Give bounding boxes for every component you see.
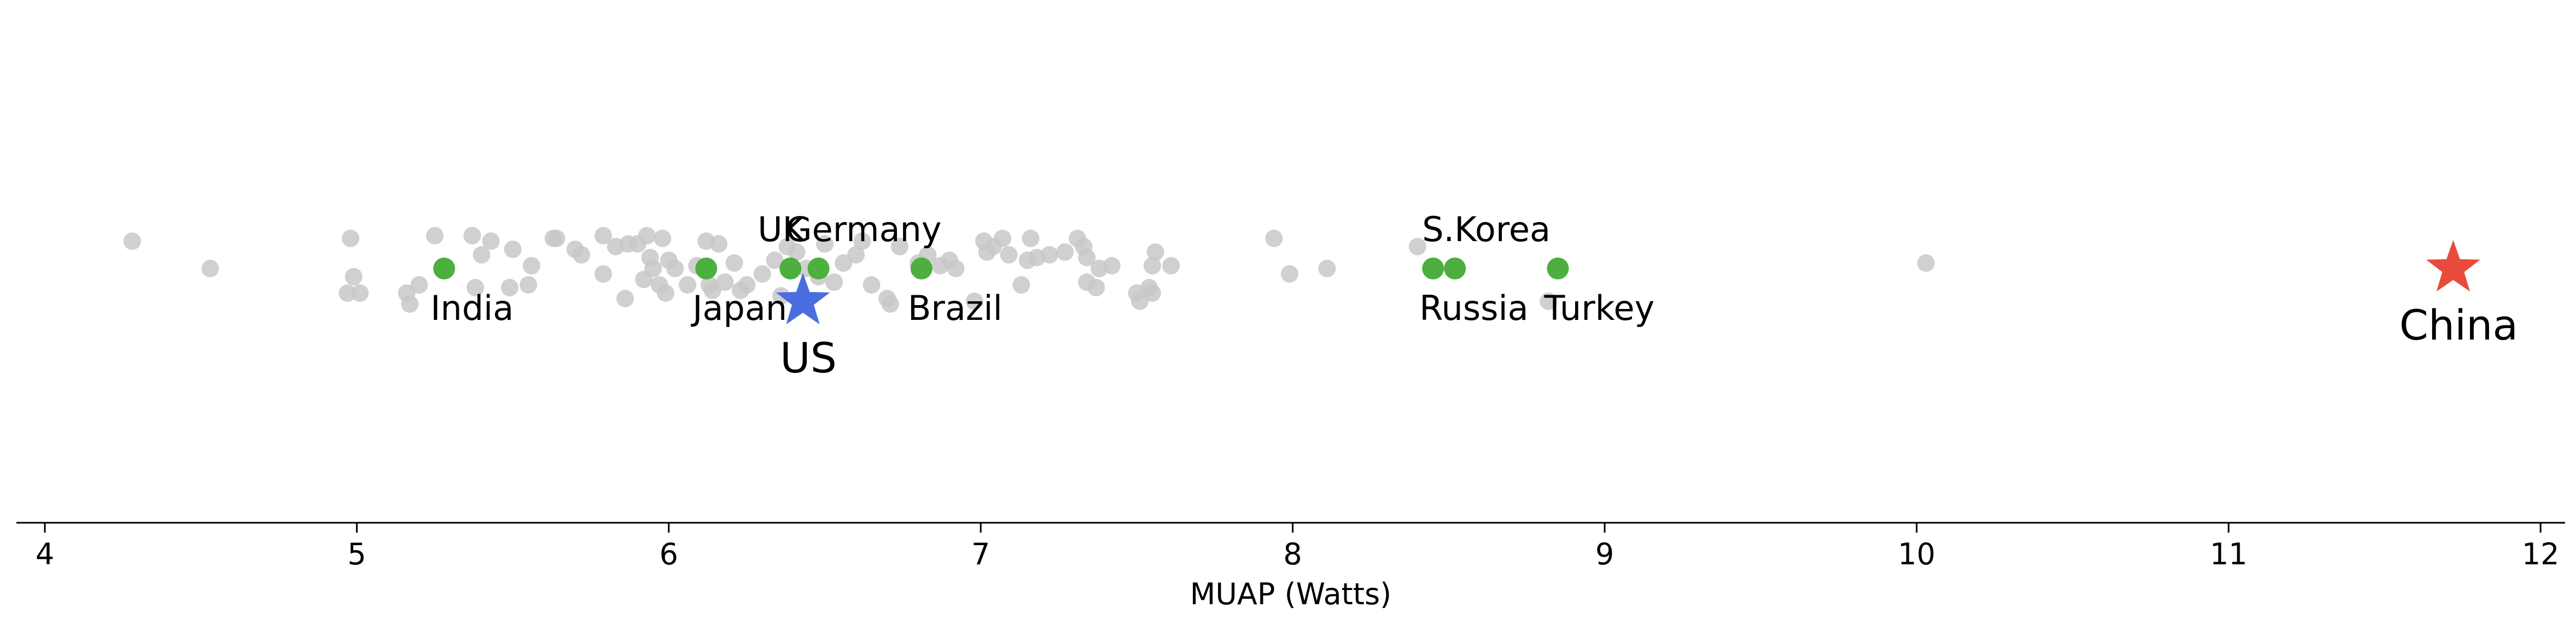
background-point	[351, 284, 369, 302]
star-label: US	[780, 334, 837, 382]
background-point	[1143, 284, 1161, 302]
country-label: S.Korea	[1422, 209, 1551, 249]
background-point	[1056, 243, 1074, 261]
background-point	[345, 268, 363, 285]
background-point	[616, 290, 634, 307]
x-axis-title: MUAP (Watts)	[1190, 577, 1391, 611]
background-point	[738, 276, 756, 294]
background-point	[1131, 293, 1149, 310]
background-point	[644, 260, 662, 277]
background-point	[947, 260, 965, 277]
country-label: India	[430, 288, 514, 328]
highlight-point	[807, 258, 830, 279]
background-point	[1000, 246, 1018, 264]
background-point	[994, 230, 1012, 247]
highlight-point	[433, 258, 456, 279]
background-point	[410, 276, 428, 294]
background-point	[201, 260, 219, 277]
star-marker	[776, 273, 830, 325]
background-point	[657, 284, 675, 302]
background-point	[847, 246, 865, 264]
x-tick-label: 9	[1595, 537, 1614, 571]
background-point	[1078, 249, 1096, 266]
background-point	[965, 293, 983, 310]
background-point	[753, 265, 771, 283]
background-point	[716, 273, 734, 291]
background-point	[881, 295, 899, 313]
background-point	[1103, 257, 1121, 274]
x-axis-ticks: 4 5 6 7 8 9 10 11 12	[36, 523, 2560, 571]
background-point	[467, 279, 485, 296]
background-point	[522, 257, 540, 274]
background-point	[654, 230, 672, 247]
background-point	[890, 238, 908, 255]
background-point	[1540, 293, 1558, 310]
country-label: UK	[757, 209, 805, 249]
background-point	[123, 232, 141, 250]
highlight-point	[1547, 258, 1569, 279]
x-tick-label: 5	[347, 537, 366, 571]
background-point	[520, 276, 538, 294]
background-point	[825, 273, 843, 291]
background-point	[1146, 243, 1164, 261]
background-point	[710, 235, 728, 253]
background-point	[679, 276, 697, 294]
background-point	[401, 295, 419, 313]
background-point	[473, 246, 491, 264]
background-point	[482, 232, 500, 250]
x-tick-label: 12	[2522, 537, 2560, 571]
background-point	[341, 230, 359, 247]
background-point	[853, 232, 871, 250]
background-point	[1265, 230, 1283, 247]
country-label: Japan	[690, 288, 787, 328]
background-point	[666, 260, 684, 277]
x-tick-label: 4	[36, 537, 54, 571]
background-point	[573, 246, 591, 264]
country-label: Russia	[1419, 288, 1528, 328]
highlight-point	[779, 258, 802, 279]
background-point	[1408, 238, 1426, 255]
highlight-point	[1422, 258, 1444, 279]
highlight-point	[1444, 258, 1466, 279]
background-point	[1022, 230, 1040, 247]
background-point	[725, 254, 743, 272]
background-point	[1143, 257, 1161, 274]
country-label: Germany	[786, 209, 942, 249]
x-tick-label: 10	[1898, 537, 1936, 571]
background-point	[638, 227, 656, 244]
highlight-point	[695, 258, 718, 279]
background-point	[703, 282, 721, 299]
x-tick-label: 7	[971, 537, 990, 571]
background-point	[500, 279, 518, 296]
background-point	[766, 252, 784, 269]
background-point	[1162, 257, 1180, 274]
x-tick-label: 8	[1283, 537, 1302, 571]
background-point	[463, 227, 481, 244]
star-label: China	[2399, 301, 2518, 349]
background-point	[1917, 254, 1935, 272]
background-point	[835, 254, 853, 272]
country-label: Brazil	[908, 288, 1003, 328]
background-point	[816, 235, 834, 253]
background-point	[1087, 279, 1105, 296]
country-label: Turkey	[1543, 288, 1654, 328]
background-point	[788, 243, 806, 261]
background-point	[426, 227, 444, 244]
background-point	[504, 241, 522, 258]
highlight-point	[910, 258, 933, 279]
background-point	[1280, 265, 1298, 283]
background-point	[547, 230, 566, 247]
background-point	[862, 276, 881, 294]
background-point	[1040, 246, 1058, 264]
background-point	[595, 265, 613, 283]
background-point	[595, 227, 613, 244]
x-tick-label: 6	[660, 537, 678, 571]
star-marker	[2426, 240, 2480, 292]
background-point	[339, 284, 357, 302]
background-point	[1012, 276, 1030, 294]
x-tick-label: 11	[2210, 537, 2247, 571]
background-point	[1318, 260, 1336, 277]
